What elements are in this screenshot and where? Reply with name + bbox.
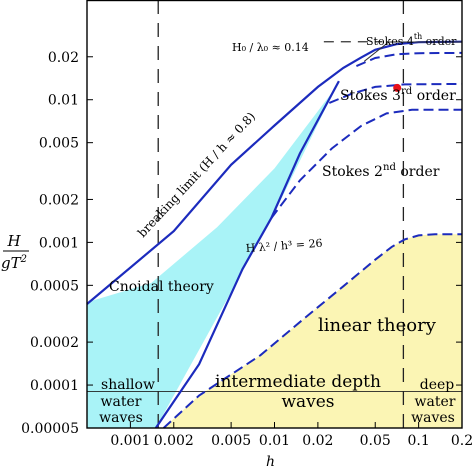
steepness-limit-line [363,41,462,62]
y-tick-label: 0.005 [39,136,79,152]
breaking-limit-curve [86,40,463,305]
x-tick-label: 0.1 [407,433,429,449]
cnoidal-theory-region [87,81,339,428]
x-axis-label: h [266,454,275,470]
stokes-3rd-label: Stokes 3rd order [340,86,456,104]
red-marker-point [393,83,402,92]
y-tick-label: 0.0001 [30,378,79,394]
linear-theory-region [163,234,462,428]
deep-label-1: deep [420,377,455,393]
shallow-label-2: water [101,394,142,410]
y-tick-label: 0.00005 [21,421,79,437]
shallow-label-1: shallow [101,377,155,393]
stokes-4th-boundary [356,51,463,68]
y-tick-label: 0.01 [48,93,79,109]
deep-label-3: waves [411,410,455,426]
linear-theory-boundary [162,233,462,429]
intermediate-label-1: intermediate depth [215,372,381,392]
x-tick-label: 0.005 [211,433,251,449]
y-tick-label: 0.0005 [30,278,79,294]
x-tick-label: 0.02 [302,433,333,449]
cnoidal-theory-label: Cnoidal theory [109,279,214,295]
y-axis-label-denominator: gT2 [1,254,27,272]
x-tick-label: 0.2 [451,433,473,449]
ursell-label: H λ² / h³ = 26 [245,237,323,255]
x-tick-label: 0.01 [259,433,290,449]
stokes-4th-label: Stokes 4th order [366,32,457,48]
ursell-number-curve [154,80,340,429]
stokes-3rd-boundary [328,82,463,104]
y-tick-label: 0.0002 [30,335,79,351]
deep-label-2: water [415,394,456,410]
shallow-label-3: waves [99,410,143,426]
steepness-label: H₀ / λ₀ ≈ 0.14 [232,41,309,54]
y-tick-label: 0.001 [39,235,79,251]
x-tick-label: 0.001 [110,433,150,449]
x-tick-label: 0.05 [360,433,391,449]
intermediate-label-2: waves [281,392,334,412]
x-tick-label: 0.002 [154,433,194,449]
stokes-2nd-label: Stokes 2nd order [322,162,440,180]
stokes-2nd-boundary [270,108,462,219]
y-tick-label: 0.02 [48,50,79,66]
linear-theory-label: linear theory [318,315,437,336]
y-axis-label-numerator: H [6,232,21,250]
y-tick-label: 0.002 [39,192,79,208]
